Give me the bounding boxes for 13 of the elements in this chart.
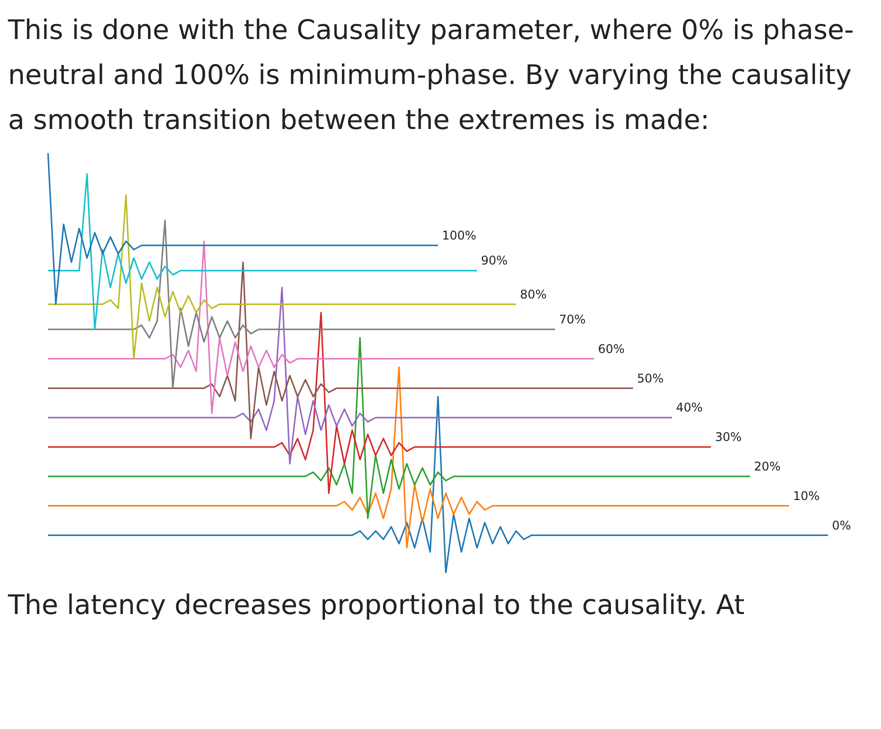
series-label: 50%: [637, 371, 664, 386]
series-label: 100%: [442, 228, 476, 243]
series-label: 20%: [754, 460, 781, 474]
series-label: 80%: [520, 287, 547, 302]
series-label: 10%: [793, 488, 820, 503]
text: The latency decreases proportional to the causality. At: [8, 589, 746, 623]
series-label: 0%: [832, 518, 852, 532]
series-label: 30%: [715, 430, 742, 444]
series-label: 40%: [676, 400, 703, 415]
text: This is done with the Causality parameter, where 0% is phase-neutral and 100% is minimum-phase. By varying the causality a smooth transition between the extremes is made:: [8, 14, 855, 138]
series-label: 60%: [598, 342, 625, 356]
series-label: 70%: [559, 312, 586, 327]
series-label: 90%: [481, 254, 508, 268]
